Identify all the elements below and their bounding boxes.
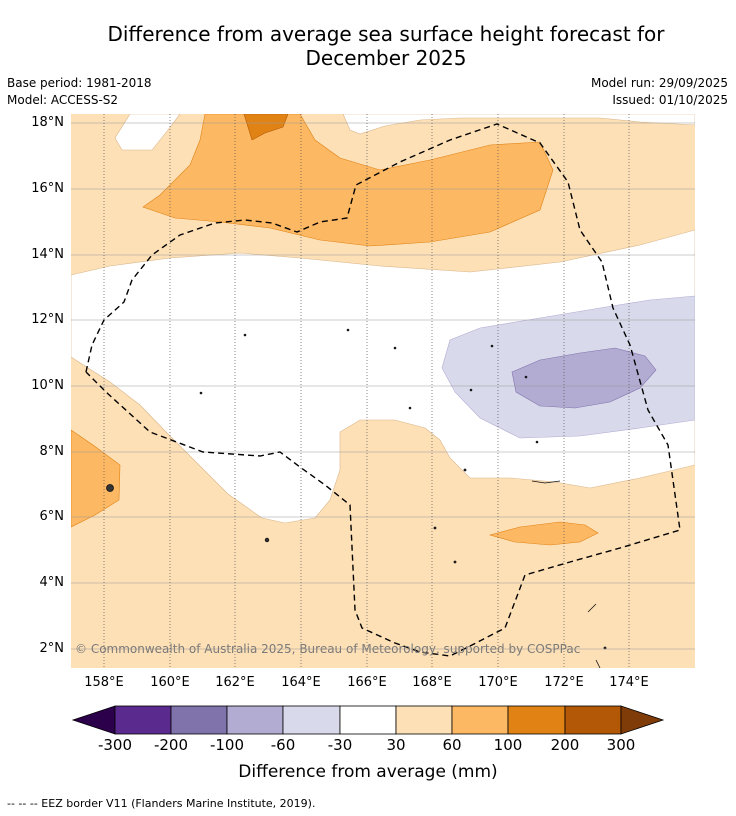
lat-label-10n: 10°N xyxy=(31,378,64,393)
copyright-notice: © Commonwealth of Australia 2025, Bureau… xyxy=(75,642,581,656)
colorbar-bin-3 xyxy=(226,705,284,735)
title-line-2: December 2025 xyxy=(305,46,467,70)
lon-label-158e: 158°E xyxy=(84,675,124,690)
colorbar-tick: -60 xyxy=(270,736,296,754)
chart-title: Difference from average sea surface heig… xyxy=(0,22,736,70)
positive-contour-west xyxy=(71,429,121,528)
colorbar-tick: -300 xyxy=(97,736,133,754)
positive-contour-south xyxy=(488,521,599,546)
lon-label-160e: 160°E xyxy=(150,675,190,690)
colorbar-bin-2 xyxy=(170,705,228,735)
colorbar-tick: -30 xyxy=(327,736,353,754)
issued-date: Issued: 01/10/2025 xyxy=(612,93,728,107)
islands xyxy=(106,328,607,668)
colorbar-min-extension xyxy=(71,705,116,735)
lat-label-14n: 14°N xyxy=(31,247,64,262)
lat-label-18n: 18°N xyxy=(31,115,64,130)
lat-label-12n: 12°N xyxy=(31,312,64,327)
eez-border xyxy=(85,123,681,657)
map-area xyxy=(71,114,695,668)
colorbar-tick: -200 xyxy=(153,736,189,754)
model-name: Model: ACCESS-S2 xyxy=(7,93,119,107)
positive-contour-north xyxy=(142,114,554,247)
lon-label-162e: 162°E xyxy=(215,675,255,690)
neutral-zone xyxy=(71,229,695,524)
base-period: Base period: 1981-2018 xyxy=(7,76,152,90)
lat-label-16n: 16°N xyxy=(31,181,64,196)
colorbar-bin-6 xyxy=(395,705,453,735)
lat-label-4n: 4°N xyxy=(39,575,65,590)
colorbar-tick: 60 xyxy=(442,736,462,754)
neutral-patch-ne xyxy=(342,114,695,135)
colorbar-tick: 200 xyxy=(550,736,580,754)
meta-right: Model run: 29/09/2025 Issued: 01/10/2025 xyxy=(591,75,728,109)
colorbar-bin-7 xyxy=(451,705,509,735)
negative-contour-mid xyxy=(511,347,657,409)
meta-left: Base period: 1981-2018 Model: ACCESS-S2 xyxy=(7,75,152,109)
colorbar-tick: -100 xyxy=(209,736,245,754)
colorbar-bin-8 xyxy=(507,705,566,735)
lon-label-166e: 166°E xyxy=(347,675,387,690)
positive-contour-peak xyxy=(243,114,289,141)
colorbar-tick: 100 xyxy=(493,736,523,754)
lon-label-168e: 168°E xyxy=(412,675,452,690)
lon-label-174e: 174°E xyxy=(609,675,649,690)
colorbar xyxy=(71,705,665,735)
colorbar-tick: 30 xyxy=(386,736,406,754)
lat-label-2n: 2°N xyxy=(39,641,65,656)
colorbar-title: Difference from average (mm) xyxy=(238,762,498,782)
colorbar-bin-4 xyxy=(282,705,341,735)
lon-label-172e: 172°E xyxy=(544,675,584,690)
eez-legend-footer: -- -- -- EEZ border V11 (Flanders Marine… xyxy=(7,797,316,810)
colorbar-bin-1 xyxy=(114,705,172,735)
colorbar-tick: 300 xyxy=(606,736,636,754)
colorbar-bin-9 xyxy=(564,705,622,735)
title-line-1: Difference from average sea surface heig… xyxy=(107,22,665,46)
model-run: Model run: 29/09/2025 xyxy=(590,76,728,90)
lon-gridlines xyxy=(103,114,630,668)
lon-label-170e: 170°E xyxy=(478,675,518,690)
lat-label-6n: 6°N xyxy=(39,509,65,524)
lat-gridlines xyxy=(71,122,695,650)
colorbar-max-extension xyxy=(620,705,665,735)
lat-label-8n: 8°N xyxy=(39,444,65,459)
colorbar-bin-5 xyxy=(339,705,397,735)
lon-label-164e: 164°E xyxy=(281,675,321,690)
